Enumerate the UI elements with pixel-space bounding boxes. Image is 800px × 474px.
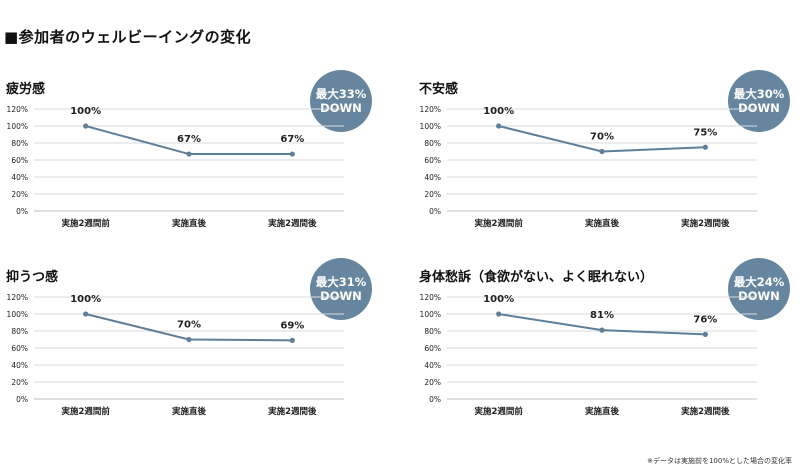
chart-title: 不安感 [419, 82, 459, 97]
data-point [702, 331, 708, 337]
page-title: ■参加者のウェルビーイングの変化 [4, 28, 252, 46]
y-tick-label: 120% [420, 105, 441, 114]
x-tick-label: 実施2週間後 [681, 218, 730, 229]
line-chart: 0% 20% 40% 60% 80% 100% 120% 実施2週間前 実施直後 実施2週間後 10… [7, 293, 344, 417]
data-point [289, 151, 295, 157]
y-tick-label: 40% [11, 173, 28, 182]
y-tick-label: 100% [420, 310, 441, 319]
badge-percent: 最大30% [733, 86, 785, 101]
x-tick-label: 実施2週間後 [268, 406, 317, 417]
y-tick-label: 100% [7, 310, 28, 319]
data-label: 76% [693, 314, 717, 325]
badge-down: DOWN [320, 289, 362, 303]
y-tick-label: 100% [420, 122, 441, 131]
x-tick-label: 実施2週間前 [61, 218, 110, 229]
badge-percent: 最大24% [733, 274, 785, 289]
chart-title: 疲労感 [6, 82, 46, 97]
y-tick-label: 100% [7, 122, 28, 131]
y-tick-label: 40% [424, 361, 441, 370]
badge-down: DOWN [738, 101, 780, 115]
y-tick-label: 20% [11, 190, 28, 199]
y-tick-label: 0% [429, 395, 441, 404]
badge-down: DOWN [320, 101, 362, 115]
data-label: 100% [483, 106, 514, 117]
data-point [496, 311, 502, 317]
y-tick-label: 80% [424, 139, 441, 148]
reduction-badge: 最大31% DOWN [310, 258, 372, 320]
data-label: 70% [590, 132, 614, 143]
badge-percent: 最大33% [315, 86, 367, 101]
chart-title: 身体愁訴（食欲がない、よく眠れない） [419, 270, 654, 285]
badge-down: DOWN [738, 289, 780, 303]
data-point [496, 123, 502, 129]
x-tick-label: 実施直後 [172, 218, 207, 229]
y-tick-label: 0% [16, 395, 28, 404]
data-label: 70% [177, 320, 201, 331]
x-tick-label: 実施直後 [585, 218, 620, 229]
x-tick-label: 実施2週間前 [474, 406, 523, 417]
y-tick-label: 60% [424, 156, 441, 165]
y-tick-label: 0% [16, 207, 28, 216]
reduction-badge: 最大33% DOWN [310, 70, 372, 132]
x-tick-label: 実施2週間前 [61, 406, 110, 417]
y-tick-label: 0% [429, 207, 441, 216]
x-tick-label: 実施直後 [172, 406, 207, 417]
x-tick-label: 実施2週間前 [474, 218, 523, 229]
chart-panel-somatic: 身体愁訴（食欲がない、よく眠れない） 最大24% DOWN 0% 20% 40% 60… [417, 258, 797, 446]
x-tick-label: 実施直後 [585, 406, 620, 417]
x-tick-label: 実施2週間後 [268, 218, 317, 229]
line-chart: 0% 20% 40% 60% 80% 100% 120% 実施2週間前 実施直後 実施2週間後 10… [420, 293, 757, 417]
data-point [702, 144, 708, 150]
y-tick-label: 120% [7, 293, 28, 302]
chart-panel-depression: 抑うつ感 最大31% DOWN 0% 20% 40% 60% 80% 100% 120% 実施… [4, 258, 384, 446]
badge-percent: 最大31% [315, 274, 367, 289]
y-tick-label: 80% [424, 327, 441, 336]
y-tick-label: 40% [11, 361, 28, 370]
data-label: 67% [280, 134, 304, 145]
chart-panel-anxiety: 不安感 最大30% DOWN 0% 20% 40% 60% 80% 100% 120% 実施2… [417, 70, 797, 258]
line-chart: 0% 20% 40% 60% 80% 100% 120% 実施2週間前 実施直後 実施2週間後 10… [420, 105, 757, 229]
data-point [599, 327, 605, 333]
y-tick-label: 80% [11, 327, 28, 336]
data-label: 100% [483, 294, 514, 305]
data-point [83, 123, 89, 129]
data-label: 67% [177, 134, 201, 145]
reduction-badge: 最大30% DOWN [728, 70, 790, 132]
data-label: 75% [693, 127, 717, 138]
x-tick-label: 実施2週間後 [681, 406, 730, 417]
data-point [289, 337, 295, 343]
y-tick-label: 40% [424, 173, 441, 182]
data-point [83, 311, 89, 317]
y-tick-label: 120% [420, 293, 441, 302]
y-tick-label: 20% [424, 378, 441, 387]
y-tick-label: 80% [11, 139, 28, 148]
chart-panel-fatigue: 疲労感 最大33% DOWN 0% 20% 40% 60% 80% 100% 120% 実施2… [4, 70, 384, 258]
data-label: 100% [70, 294, 101, 305]
chart-title: 抑うつ感 [6, 270, 59, 285]
footnote: ※データは実施前を100%とした場合の変化率 [647, 457, 792, 465]
y-tick-label: 60% [11, 344, 28, 353]
y-tick-label: 120% [7, 105, 28, 114]
data-point [186, 151, 192, 157]
y-tick-label: 20% [11, 378, 28, 387]
y-tick-label: 60% [11, 156, 28, 165]
y-tick-label: 60% [424, 344, 441, 353]
data-point [599, 148, 605, 155]
reduction-badge: 最大24% DOWN [728, 258, 790, 320]
data-point [186, 336, 192, 343]
data-label: 69% [280, 320, 304, 331]
line-chart: 0% 20% 40% 60% 80% 100% 120% 実施2週間前 実施直後 実施2週間後 10… [7, 105, 344, 229]
y-tick-label: 20% [424, 190, 441, 199]
data-label: 100% [70, 106, 101, 117]
data-label: 81% [590, 310, 614, 321]
